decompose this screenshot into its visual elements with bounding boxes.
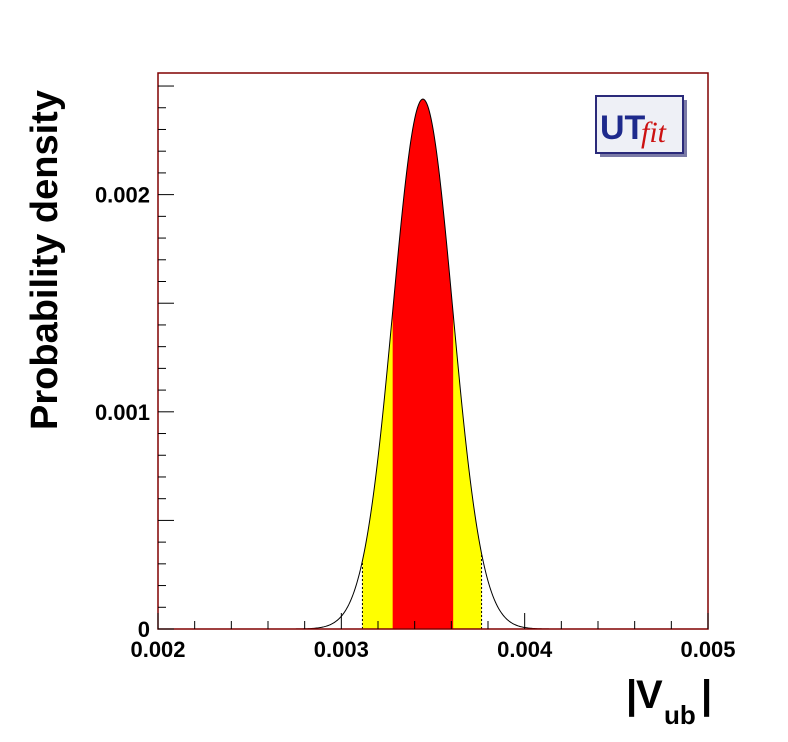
x-axis-label-bar-left: | — [626, 673, 637, 717]
x-tick-label: 0.004 — [497, 637, 553, 662]
x-axis-label-subscript: ub — [664, 700, 696, 730]
y-tick-label: 0.001 — [95, 400, 150, 425]
credibility-bands — [361, 99, 483, 629]
y-tick-label: 0.002 — [95, 183, 150, 208]
y-tick-label: 0 — [138, 617, 150, 642]
plot-frame — [157, 72, 709, 630]
x-axis-label: | V ub | — [626, 673, 712, 730]
utfit-logo: UT fit — [595, 95, 687, 157]
band-68pct — [392, 99, 454, 629]
tick-labels: 0.002 0.003 0.004 0.005 0 0.001 0.002 — [95, 183, 736, 662]
x-tick-label: 0.005 — [680, 637, 735, 662]
logo-text-fit: fit — [641, 116, 667, 149]
x-tick-label: 0.002 — [130, 637, 185, 662]
x-tick-label: 0.003 — [314, 637, 369, 662]
x-axis-label-main: V — [636, 673, 663, 717]
x-axis-label-bar-right: | — [701, 673, 712, 717]
axes — [157, 72, 709, 630]
logo-text-ut: UT — [600, 109, 646, 147]
y-axis-label: Probability density — [24, 90, 66, 430]
